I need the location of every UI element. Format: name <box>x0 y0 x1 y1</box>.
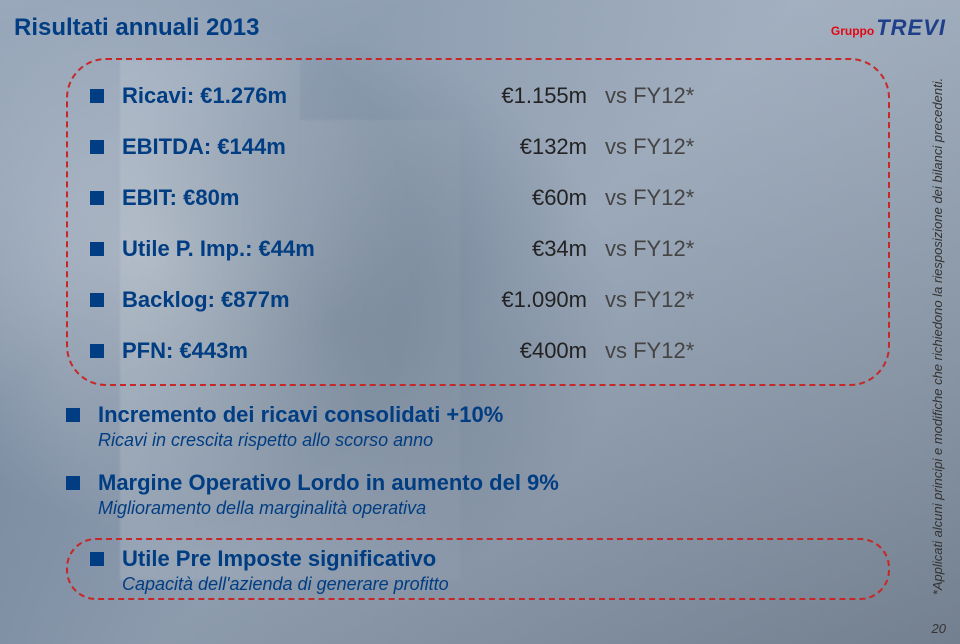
metrics-box: Ricavi: €1.276m €1.155m vs FY12* EBITDA:… <box>66 58 890 386</box>
page-number: 20 <box>932 621 946 636</box>
bullet-icon <box>90 552 104 566</box>
page-title: Risultati annuali 2013 <box>14 14 259 42</box>
bullet-icon <box>66 408 80 422</box>
note-title: Incremento dei ricavi consolidati +10% <box>98 402 503 428</box>
slide: Risultati annuali 2013 Gruppo TREVI Rica… <box>0 0 960 644</box>
metric-compare: vs FY12* <box>605 83 694 109</box>
metric-label: Ricavi: €1.276m <box>122 83 422 109</box>
highlight-box: Utile Pre Imposte significativo Capacità… <box>66 538 890 600</box>
metric-compare: vs FY12* <box>605 185 694 211</box>
bullet-icon <box>90 140 104 154</box>
metric-compare: vs FY12* <box>605 287 694 313</box>
highlight-subtitle: Capacità dell'azienda di generare profit… <box>122 574 449 595</box>
logo-text-gruppo: Gruppo <box>831 24 874 38</box>
metric-compare: vs FY12* <box>605 236 694 262</box>
note-block: Incremento dei ricavi consolidati +10% R… <box>98 402 503 451</box>
metric-compare: vs FY12* <box>605 338 694 364</box>
bullet-icon <box>90 242 104 256</box>
metric-label: EBITDA: €144m <box>122 134 422 160</box>
vertical-footnote-container: *Applicati alcuni principi e modifiche c… <box>924 58 952 614</box>
note-row: Incremento dei ricavi consolidati +10% R… <box>66 402 890 451</box>
logo-text-trevi: TREVI <box>876 15 946 41</box>
metric-label: Backlog: €877m <box>122 287 422 313</box>
highlight-title: Utile Pre Imposte significativo <box>122 546 449 572</box>
metric-value: €400m <box>422 338 587 364</box>
note-title: Margine Operativo Lordo in aumento del 9… <box>98 470 559 496</box>
note-block: Margine Operativo Lordo in aumento del 9… <box>98 470 559 519</box>
metric-row: EBITDA: €144m €132m vs FY12* <box>90 121 862 172</box>
metric-value: €1.090m <box>422 287 587 313</box>
bullet-icon <box>90 89 104 103</box>
logo: Gruppo TREVI <box>831 15 946 41</box>
metric-row: Ricavi: €1.276m €1.155m vs FY12* <box>90 70 862 121</box>
metric-label: EBIT: €80m <box>122 185 422 211</box>
metric-row: PFN: €443m €400m vs FY12* <box>90 325 862 376</box>
note-subtitle: Miglioramento della marginalità operativ… <box>98 498 559 519</box>
bullet-icon <box>66 476 80 490</box>
metric-row: Utile P. Imp.: €44m €34m vs FY12* <box>90 223 862 274</box>
metric-value: €60m <box>422 185 587 211</box>
metric-value: €34m <box>422 236 587 262</box>
content-area: Ricavi: €1.276m €1.155m vs FY12* EBITDA:… <box>50 58 890 604</box>
metric-row: EBIT: €80m €60m vs FY12* <box>90 172 862 223</box>
note-row: Margine Operativo Lordo in aumento del 9… <box>66 470 890 519</box>
metric-compare: vs FY12* <box>605 134 694 160</box>
note-block: Utile Pre Imposte significativo Capacità… <box>122 546 449 595</box>
bullet-icon <box>90 191 104 205</box>
bullet-icon <box>90 293 104 307</box>
metric-label: PFN: €443m <box>122 338 422 364</box>
note-subtitle: Ricavi in crescita rispetto allo scorso … <box>98 430 503 451</box>
metric-row: Backlog: €877m €1.090m vs FY12* <box>90 274 862 325</box>
footnote-text: *Applicati alcuni principi e modifiche c… <box>931 77 946 594</box>
bullet-icon <box>90 344 104 358</box>
metric-label: Utile P. Imp.: €44m <box>122 236 422 262</box>
metric-value: €132m <box>422 134 587 160</box>
header: Risultati annuali 2013 Gruppo TREVI <box>14 8 946 48</box>
metric-value: €1.155m <box>422 83 587 109</box>
